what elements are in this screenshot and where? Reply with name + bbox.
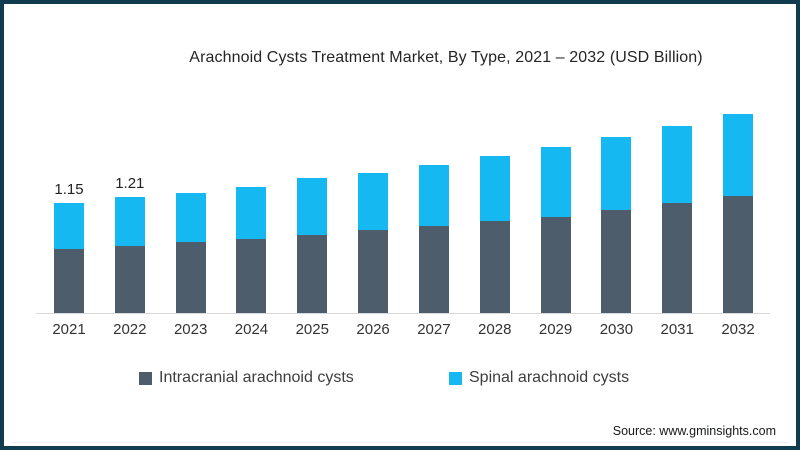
bar-segment-spinal [479,156,510,222]
x-axis-label: 2024 [234,321,269,338]
chart-title: Arachnoid Cysts Treatment Market, By Typ… [189,49,703,66]
source-attribution: Source: www.gminsights.com [612,424,776,438]
legend-label-spinal: Spinal arachnoid cysts [469,369,630,386]
bar-segment-spinal [236,186,267,240]
bar-segment-intracranial [54,249,84,313]
bar-segment-spinal [540,146,571,217]
x-axis-label: 2029 [538,321,573,338]
bar-segment-intracranial [114,246,145,313]
x-axis-line [36,313,770,314]
bar-value-label: 1.15 [54,181,84,199]
bar-segment-intracranial [418,226,449,313]
legend-item-intracranial: Intracranial arachnoid cysts [139,369,354,387]
bar-segment-spinal [601,137,632,210]
x-axis-label: 2027 [417,321,451,338]
x-axis-label: 2028 [478,321,512,338]
x-axis-label: 2023 [173,321,208,338]
bar-segment-intracranial [479,221,510,313]
bottom-divider [12,442,788,443]
x-axis-label: 2031 [660,321,694,338]
bar-segment-spinal [662,125,693,204]
x-axis-label: 2022 [113,321,147,338]
legend-label-intracranial: Intracranial arachnoid cysts [159,369,354,386]
bar-segment-intracranial [297,234,328,313]
bar-segment-intracranial [723,195,754,313]
bar-segment-spinal [54,203,84,249]
bar-segment-intracranial [175,242,206,313]
bar-segment-intracranial [662,203,693,313]
legend-item-spinal: Spinal arachnoid cysts [449,369,629,387]
x-axis-label: 2026 [356,321,390,338]
bar-segment-intracranial [540,216,571,313]
bar-segment-spinal [358,172,389,230]
bar-segment-spinal [723,114,754,196]
legend-swatch-intracranial [139,371,152,385]
x-axis-label: 2032 [721,321,755,338]
x-axis-label: 2030 [599,321,634,338]
bar-segment-intracranial [358,229,389,313]
bar-segment-spinal [175,192,206,243]
x-axis-label: 2025 [295,321,329,338]
x-axis-label: 2021 [52,321,86,338]
bar-segment-spinal [114,197,145,247]
bar-segment-spinal [418,164,449,227]
bar-value-label: 1.21 [115,175,145,193]
bar-segment-intracranial [601,209,632,313]
bar-segment-intracranial [236,239,267,313]
bar-segment-spinal [297,178,328,235]
legend-swatch-spinal [449,371,462,385]
